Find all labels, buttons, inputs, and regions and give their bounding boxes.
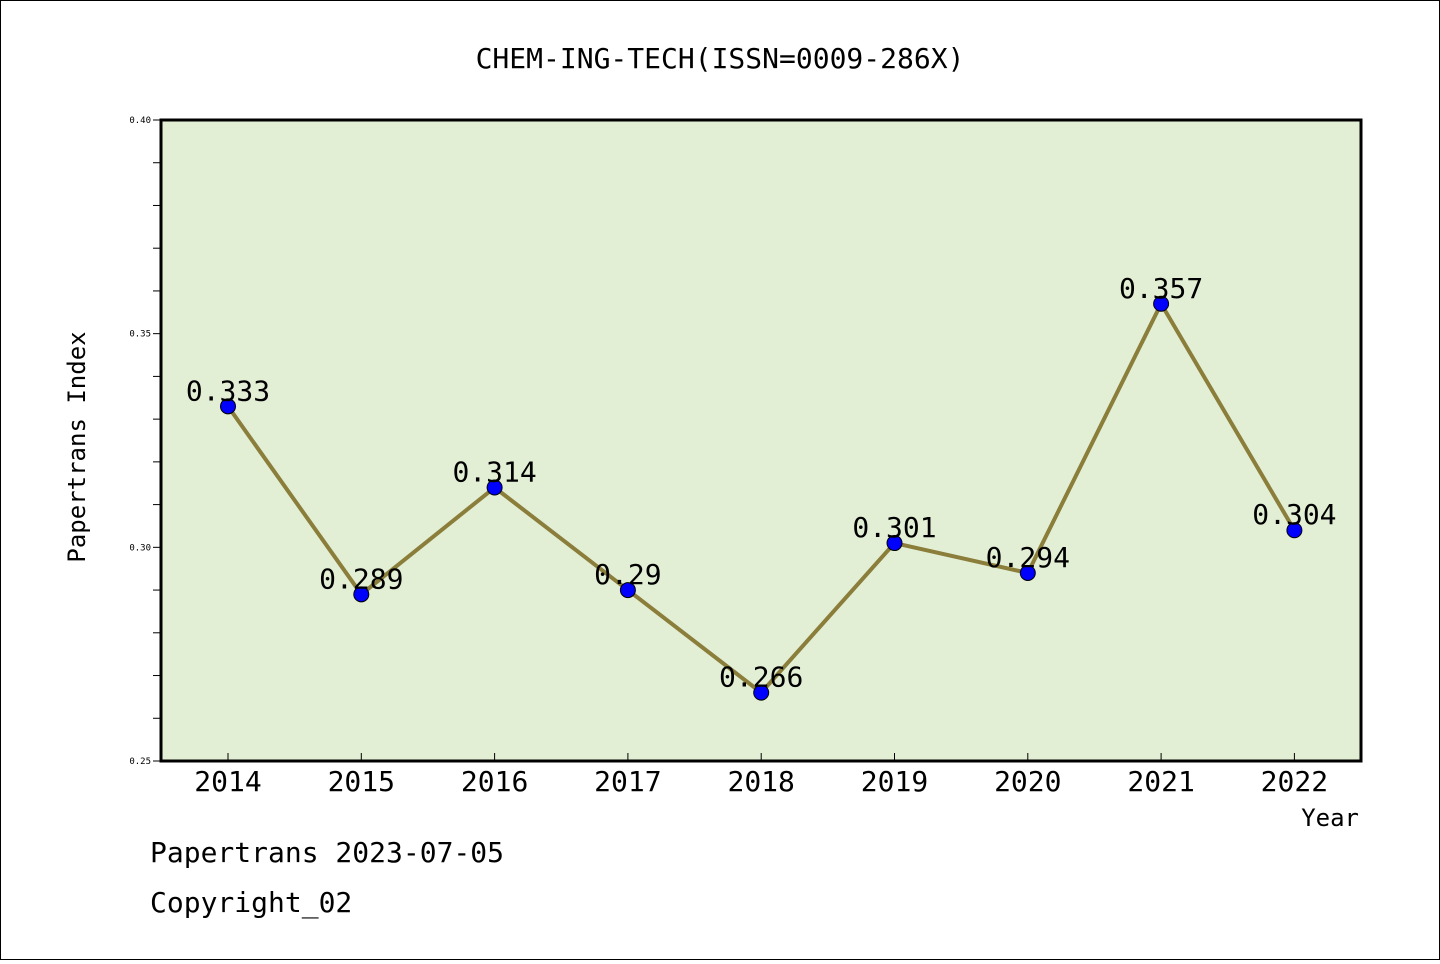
data-point — [220, 398, 236, 415]
data-label: 0.294 — [986, 541, 1070, 574]
data-label: 0.304 — [1252, 498, 1336, 531]
x-tick-label: 2015 — [328, 765, 395, 798]
x-tick-label: 2014 — [194, 765, 261, 798]
data-label: 0.301 — [852, 511, 936, 544]
x-tick-label: 2019 — [861, 765, 928, 798]
y-tick-label: 0.30 — [129, 543, 151, 553]
x-axis-label: Year — [1301, 804, 1359, 832]
data-point — [486, 479, 503, 496]
y-tick-label: 0.35 — [129, 330, 151, 340]
data-point — [619, 582, 636, 599]
data-point — [1286, 522, 1303, 539]
series-layer: 0.333 0.289 0.314 0.29 0.266 0.301 0.294 0.357 0… — [186, 272, 1337, 701]
y-axis-label: Papertrans Index — [63, 331, 91, 562]
x-axis-ticks: 2014 2015 2016 2017 2018 2019 2020 2021 2022 — [194, 753, 1328, 798]
data-point — [353, 586, 370, 603]
y-tick-label: 0.25 — [129, 757, 151, 767]
chart-title: CHEM-ING-TECH(ISSN=0009-286X) — [476, 42, 965, 75]
footer-copyright: Copyright_02 — [150, 886, 353, 919]
data-point — [1019, 564, 1036, 581]
data-label: 0.266 — [719, 661, 803, 694]
x-tick-label: 2018 — [727, 765, 794, 798]
data-point — [753, 684, 770, 701]
y-tick-label: 0.40 — [129, 116, 151, 126]
data-label: 0.289 — [319, 562, 403, 595]
y-axis-ticks: 0.25 0.30 0.35 0.40 — [129, 116, 161, 767]
data-label: 0.333 — [186, 374, 270, 407]
x-tick-label: 2016 — [461, 765, 528, 798]
data-label: 0.357 — [1119, 272, 1203, 305]
data-point — [1153, 295, 1170, 312]
plot-area — [159, 118, 1363, 763]
data-label: 0.29 — [594, 558, 661, 591]
x-tick-label: 2022 — [1261, 765, 1328, 798]
data-label: 0.314 — [452, 456, 536, 489]
x-tick-label: 2020 — [994, 765, 1061, 798]
data-point — [886, 535, 903, 552]
footer-date: Papertrans 2023-07-05 — [150, 836, 505, 869]
x-tick-label: 2021 — [1127, 765, 1194, 798]
x-tick-label: 2017 — [594, 765, 661, 798]
